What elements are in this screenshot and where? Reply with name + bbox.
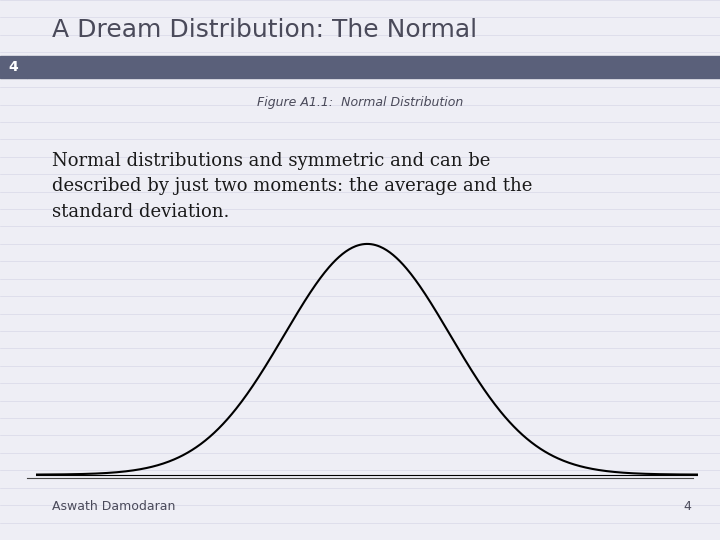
Bar <box>0 56 27 78</box>
Text: 4: 4 <box>9 60 19 74</box>
Text: 4: 4 <box>683 500 691 513</box>
Text: Normal distributions and symmetric and can be
described by just two moments: the: Normal distributions and symmetric and c… <box>52 152 532 221</box>
Text: A Dream Distribution: The Normal: A Dream Distribution: The Normal <box>52 18 477 42</box>
Text: Figure A1.1:  Normal Distribution: Figure A1.1: Normal Distribution <box>257 96 463 109</box>
Bar <box>27 56 720 78</box>
Text: Aswath Damodaran: Aswath Damodaran <box>52 500 175 513</box>
